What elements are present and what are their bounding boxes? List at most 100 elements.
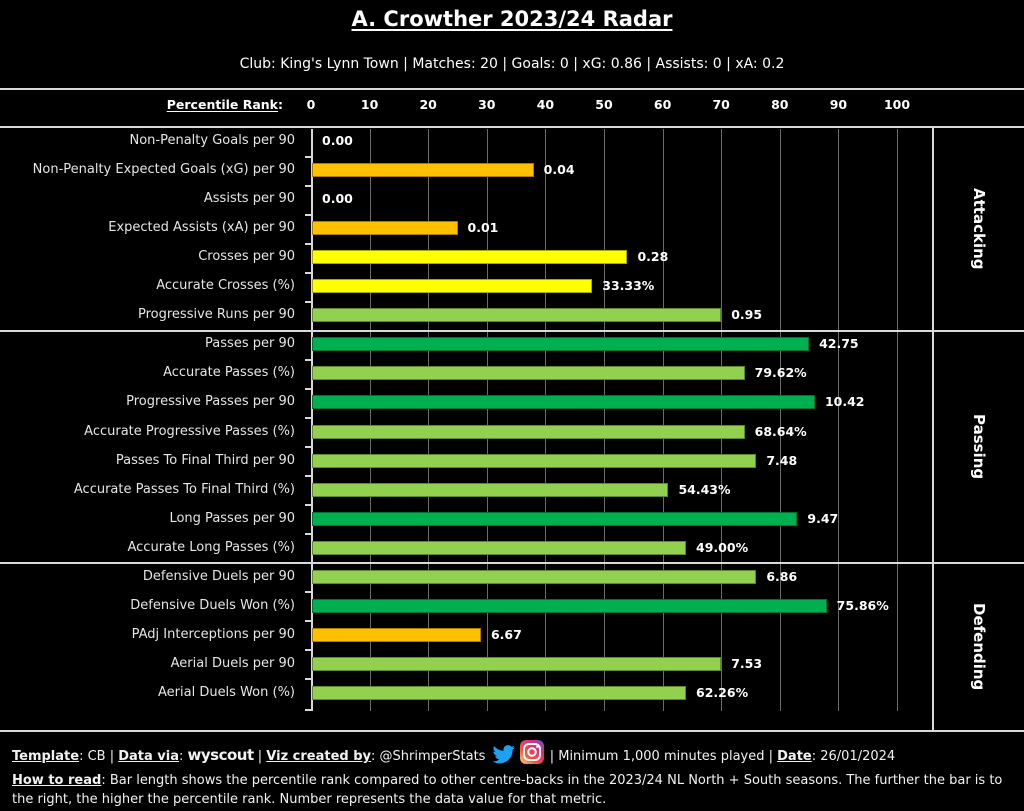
data-via-label: Data via (118, 749, 180, 764)
template-value: : CB | (79, 749, 119, 764)
y-tick-mark (305, 446, 312, 448)
footer: Template: CB | Data via: wyscout | Viz c… (12, 740, 1017, 810)
metric-label: Crosses per 90 (198, 249, 295, 265)
bar (312, 250, 628, 265)
instagram-icon[interactable] (519, 740, 544, 771)
x-tick-label: 80 (771, 97, 789, 112)
value-label: 0.95 (731, 307, 763, 323)
metric-label: Defensive Duels per 90 (142, 568, 295, 584)
bar (312, 221, 458, 236)
template-label: Template (12, 749, 80, 764)
value-label: 42.75 (819, 336, 859, 352)
gridline (604, 129, 605, 711)
footer-how-to-read: How to read: Bar length shows the percen… (12, 771, 1017, 810)
x-tick-label: 70 (712, 97, 730, 112)
metric-label: Passes To Final Third per 90 (115, 452, 295, 468)
wyscout-logo: wyscout (187, 746, 255, 764)
metric-label: Aerial Duels per 90 (170, 655, 295, 671)
section-name: Passing (970, 414, 988, 480)
value-label: 0.04 (543, 162, 575, 178)
x-tick-label: 0 (306, 97, 316, 112)
bar (312, 395, 815, 410)
x-tick-label: 30 (478, 97, 496, 112)
metric-label: Non-Penalty Expected Goals (xG) per 90 (32, 162, 295, 178)
gridline (487, 129, 488, 711)
value-label: 0.01 (467, 220, 499, 236)
bar (312, 308, 722, 323)
metric-label: PAdj Interceptions per 90 (131, 626, 295, 642)
bar (312, 627, 481, 642)
section-name: Attacking (970, 188, 988, 270)
y-tick-mark (305, 388, 312, 390)
value-label: 0.00 (322, 133, 353, 148)
metric-label: Progressive Runs per 90 (137, 307, 295, 323)
gridline (838, 129, 839, 711)
y-tick-mark (305, 156, 312, 158)
y-tick-mark (305, 678, 312, 680)
value-label: 6.86 (766, 568, 798, 584)
section-name: Defending (970, 603, 988, 691)
y-tick-mark (305, 504, 312, 506)
value-label: 62.26% (696, 684, 749, 700)
metric-label: Accurate Passes (%) (163, 365, 295, 381)
bar (312, 482, 669, 497)
percentile-rank-label: Percentile Rank: (167, 97, 283, 112)
bar (312, 366, 745, 381)
value-label: 79.62% (754, 365, 807, 381)
bar (312, 163, 534, 178)
y-tick-mark (305, 301, 312, 303)
metric-label: Accurate Progressive Passes (%) (84, 423, 295, 439)
twitter-icon[interactable] (492, 745, 516, 771)
value-label: 7.48 (766, 452, 798, 468)
y-tick-mark (305, 562, 312, 564)
bar (312, 656, 722, 671)
value-label: 0.00 (322, 191, 353, 207)
value-label: 33.33% (602, 278, 655, 294)
value-label: 6.67 (490, 626, 522, 642)
value-label: 54.43% (678, 481, 731, 497)
y-tick-mark (305, 214, 312, 216)
metric-label: Long Passes per 90 (169, 510, 295, 526)
gridline (780, 129, 781, 711)
value-label: 7.53 (731, 655, 763, 671)
y-tick-mark (305, 272, 312, 274)
section-column-divider (932, 127, 934, 731)
metric-label: Aerial Duels Won (%) (157, 684, 295, 700)
footer-line-1: Template: CB | Data via: wyscout | Viz c… (12, 740, 1017, 771)
value-label: 9.47 (807, 510, 839, 526)
x-tick-label: 20 (419, 97, 437, 112)
y-tick-mark (305, 330, 312, 332)
bar (312, 685, 687, 700)
bar (312, 279, 593, 294)
metric-label: Assists per 90 (203, 191, 295, 207)
divider-header (0, 126, 1024, 128)
gridline (545, 129, 546, 711)
bar (312, 569, 757, 584)
value-label: 0.28 (637, 249, 669, 265)
metric-label: Expected Assists (xA) per 90 (108, 220, 295, 236)
section-divider (0, 562, 1024, 564)
date-label: Date (777, 749, 812, 764)
value-label: 68.64% (754, 423, 807, 439)
minimum-minutes-text: | Minimum 1,000 minutes played | (545, 749, 778, 764)
y-tick-mark (305, 709, 312, 711)
gridline (428, 129, 429, 711)
chart-title: A. Crowther 2023/24 Radar (0, 7, 1024, 31)
how-to-read-text: : Bar length shows the percentile rank c… (12, 772, 1003, 808)
y-tick-mark (305, 243, 312, 245)
section-label-passing: Passing (934, 332, 1024, 562)
metric-label: Accurate Passes To Final Third (%) (73, 481, 295, 497)
metric-label: Accurate Long Passes (%) (127, 539, 296, 555)
date-value: : 26/01/2024 (811, 749, 896, 764)
value-label: 75.86% (836, 597, 889, 613)
section-divider (0, 330, 1024, 332)
y-tick-mark (305, 649, 312, 651)
title-text: A. Crowther 2023/24 Radar (351, 7, 673, 31)
gridline (897, 129, 898, 711)
section-label-defending: Defending (934, 564, 1024, 730)
how-to-read-label: How to read (12, 772, 102, 788)
bar (312, 424, 745, 439)
x-tick-label: 40 (536, 97, 555, 112)
xlabel-suffix: : (278, 97, 283, 112)
data-via-sep: : (179, 749, 188, 764)
